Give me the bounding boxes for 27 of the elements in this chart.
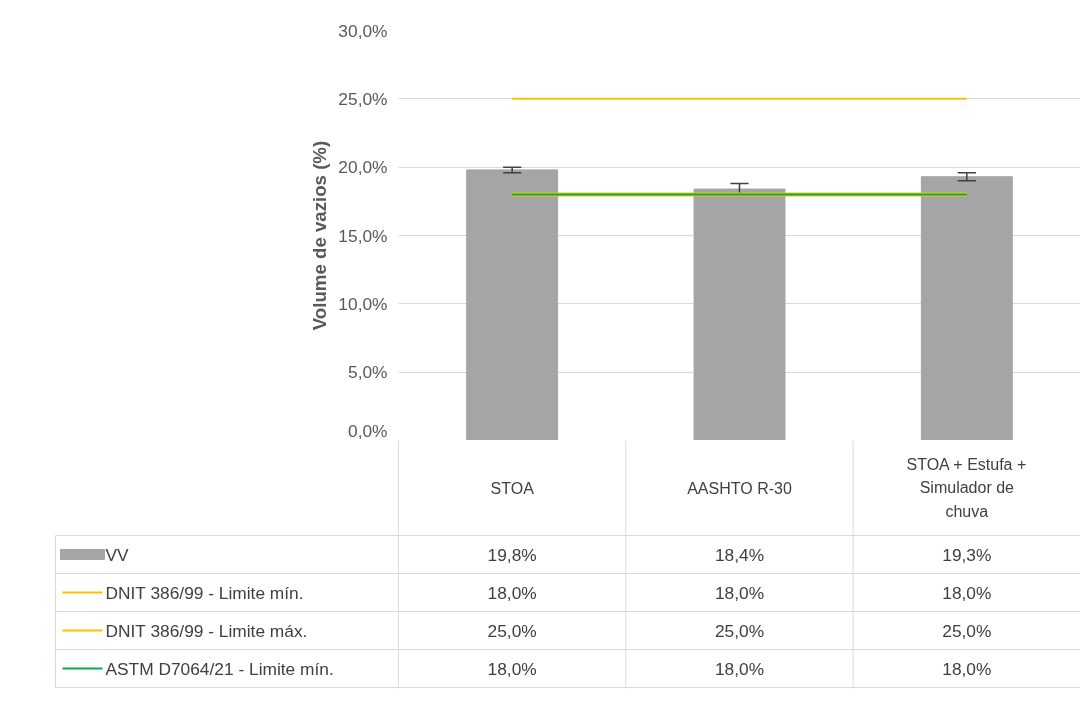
y-tick-label: 5,0%: [348, 362, 388, 383]
x-tick-label: STOA: [490, 479, 535, 497]
data-label: 25,0%: [714, 620, 765, 641]
legend-label: DNIT 386/99 - Limite mín.: [105, 582, 304, 603]
y-tick-label: 25,0%: [338, 88, 388, 109]
y-tick-label: 15,0%: [338, 225, 388, 246]
legend-label: VV: [105, 544, 130, 565]
legend-label: DNIT 386/99 - Limite máx.: [105, 620, 308, 641]
y-axis-title: Volume de vazios (%): [309, 140, 331, 331]
legend-label: ASTM D7064/21 - Limite mín.: [105, 658, 334, 679]
data-label: 25,0%: [942, 620, 992, 641]
y-tick-label: 0,0%: [348, 420, 388, 441]
data-label: 25,0%: [487, 620, 537, 641]
y-tick-label: 10,0%: [338, 293, 388, 314]
data-label: 18,0%: [487, 658, 537, 679]
data-label: 19,3%: [942, 544, 992, 565]
x-tick-label: STOA + Estufa + Simulador de chuva: [906, 455, 1027, 521]
data-label: 18,0%: [487, 582, 537, 603]
data-label: 18,0%: [714, 658, 765, 679]
data-label: 18,4%: [714, 544, 765, 565]
data-label: 18,0%: [942, 582, 992, 603]
data-label: 19,8%: [487, 544, 537, 565]
y-tick-label: 20,0%: [338, 157, 388, 178]
data-label: 18,0%: [942, 658, 992, 679]
x-tick-label: AASHTO R-30: [687, 479, 792, 497]
y-tick-label: 30,0%: [338, 20, 388, 41]
data-label: 18,0%: [714, 582, 765, 603]
